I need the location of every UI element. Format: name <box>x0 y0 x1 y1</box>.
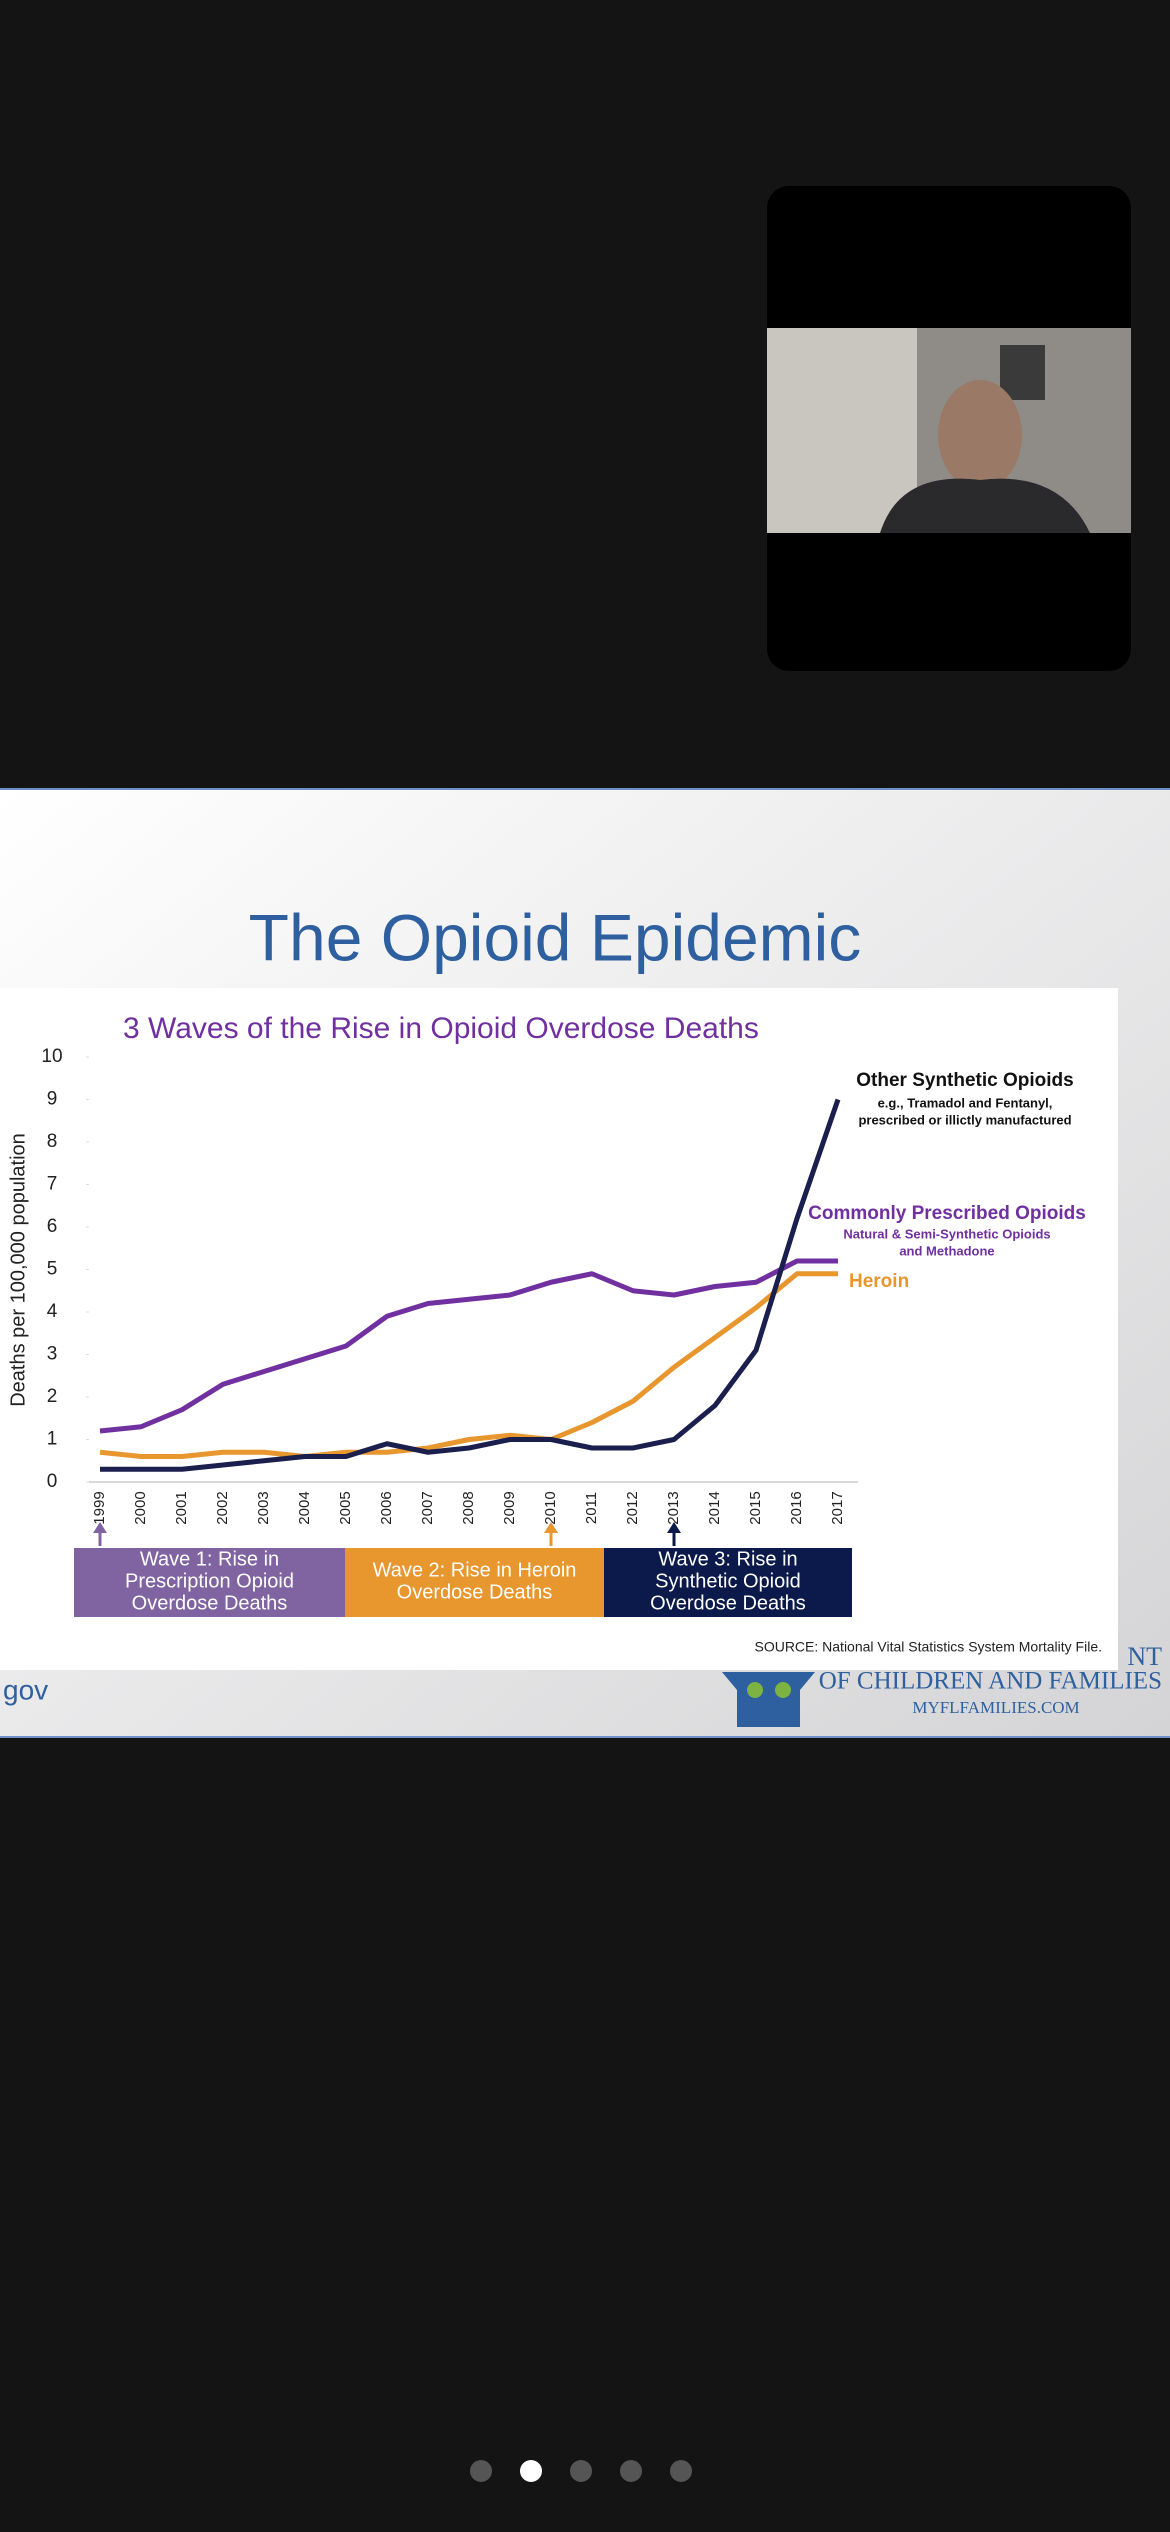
series-line <box>100 1098 841 1472</box>
y-tick-label: 5 <box>47 1259 58 1280</box>
wave-box <box>74 1548 345 1617</box>
series-label: Heroin <box>849 1271 909 1292</box>
y-tick-label: 1 <box>47 1429 58 1450</box>
chart: 0 1 2 3 4 5 6 7 8 9 10 1999 2000 2001 2002 2003 2004 2005… <box>41 1046 1086 1617</box>
page-dot[interactable] <box>620 2460 642 2482</box>
x-tick-label: 2015 <box>747 1491 764 1524</box>
wave-label: Synthetic Opioid <box>655 1570 801 1592</box>
footer-org: NT <box>1127 1642 1162 1671</box>
x-tick-label: 2006 <box>378 1491 395 1524</box>
y-tick-label: 7 <box>47 1174 58 1195</box>
page-dot-active[interactable] <box>520 2460 542 2482</box>
x-tick-label: 2017 <box>829 1491 846 1524</box>
x-tick-label: 2014 <box>706 1491 723 1524</box>
wave-label: Overdose Deaths <box>650 1592 806 1614</box>
y-tick-label: 8 <box>47 1131 58 1152</box>
logo-dot <box>775 1682 791 1698</box>
y-tick-label: 9 <box>47 1089 58 1110</box>
y-tick-label: 10 <box>41 1046 62 1067</box>
page-dot[interactable] <box>470 2460 492 2482</box>
y-tick-label: 0 <box>47 1471 58 1492</box>
x-tick-label: 2009 <box>501 1491 518 1524</box>
series-label: Commonly Prescribed Opioids <box>808 1203 1086 1224</box>
y-tick-label: 2 <box>47 1386 58 1407</box>
source-note: SOURCE: National Vital Statistics System… <box>754 1639 1102 1655</box>
y-tick-label: 6 <box>47 1216 58 1237</box>
series-label: Other Synthetic Opioids <box>856 1070 1073 1091</box>
page-dot[interactable] <box>670 2460 692 2482</box>
chart-title: 3 Waves of the Rise in Opioid Overdose D… <box>123 1012 759 1045</box>
x-tick-label: 2004 <box>296 1491 313 1524</box>
slide-title: The Opioid Epidemic <box>249 900 862 974</box>
wave-label: Wave 1: Rise in <box>140 1548 279 1570</box>
x-tick-label: 1999 <box>91 1491 108 1524</box>
wave-label: Overdose Deaths <box>132 1592 288 1614</box>
x-tick-label: 2003 <box>255 1491 272 1524</box>
x-tick-label: 2011 <box>583 1492 600 1524</box>
y-tick-label: 3 <box>47 1344 58 1365</box>
x-tick-label: 2005 <box>337 1491 354 1524</box>
footer-url: gov <box>3 1674 48 1705</box>
x-tick-label: 2016 <box>788 1491 805 1524</box>
wave-label: Prescription Opioid <box>125 1570 294 1592</box>
footer-logo <box>722 1672 815 1727</box>
wave-box <box>604 1548 852 1617</box>
wave-label: Wave 2: Rise in Heroin <box>373 1559 577 1581</box>
x-tick-label: 2007 <box>419 1491 436 1524</box>
wave-arrowhead <box>93 1522 107 1533</box>
wave-label: Wave 3: Rise in <box>658 1548 797 1570</box>
series-note: prescribed or illictly manufactured <box>858 1112 1071 1127</box>
logo-dot <box>747 1682 763 1698</box>
page-indicator <box>470 2460 692 2482</box>
footer-website: MYFLFAMILIES.COM <box>912 1698 1079 1717</box>
x-tick-label: 2013 <box>665 1491 682 1524</box>
footer-org: OF CHILDREN AND FAMILIES <box>819 1668 1162 1695</box>
wave-box <box>345 1548 604 1617</box>
x-tick-label: 2001 <box>173 1491 190 1524</box>
x-tick-label: 2012 <box>624 1491 641 1524</box>
wave-arrowhead <box>544 1522 558 1533</box>
x-tick-label: 2008 <box>460 1491 477 1524</box>
y-axis-label: Deaths per 100,000 population <box>7 1133 29 1407</box>
x-tick-label: 2002 <box>214 1491 231 1524</box>
x-tick-label: 2000 <box>132 1491 149 1524</box>
series-line <box>99 1258 838 1434</box>
wave-label: Overdose Deaths <box>397 1581 553 1603</box>
series-note: e.g., Tramadol and Fentanyl, <box>878 1095 1053 1110</box>
series-line <box>99 1271 838 1459</box>
wave-arrowhead <box>667 1522 681 1533</box>
video-blinds <box>767 328 917 533</box>
video-person-head <box>938 380 1022 490</box>
series-note: Natural & Semi-Synthetic Opioids <box>843 1226 1050 1241</box>
video-person-body <box>880 478 1090 533</box>
logo-shape <box>722 1672 815 1727</box>
video-tile[interactable] <box>767 186 1131 671</box>
series-note: and Methadone <box>899 1243 994 1258</box>
x-tick-label: 2010 <box>542 1491 559 1524</box>
y-tick-label: 4 <box>47 1301 58 1322</box>
page-dot[interactable] <box>570 2460 592 2482</box>
video-frame-wall <box>1000 345 1045 400</box>
